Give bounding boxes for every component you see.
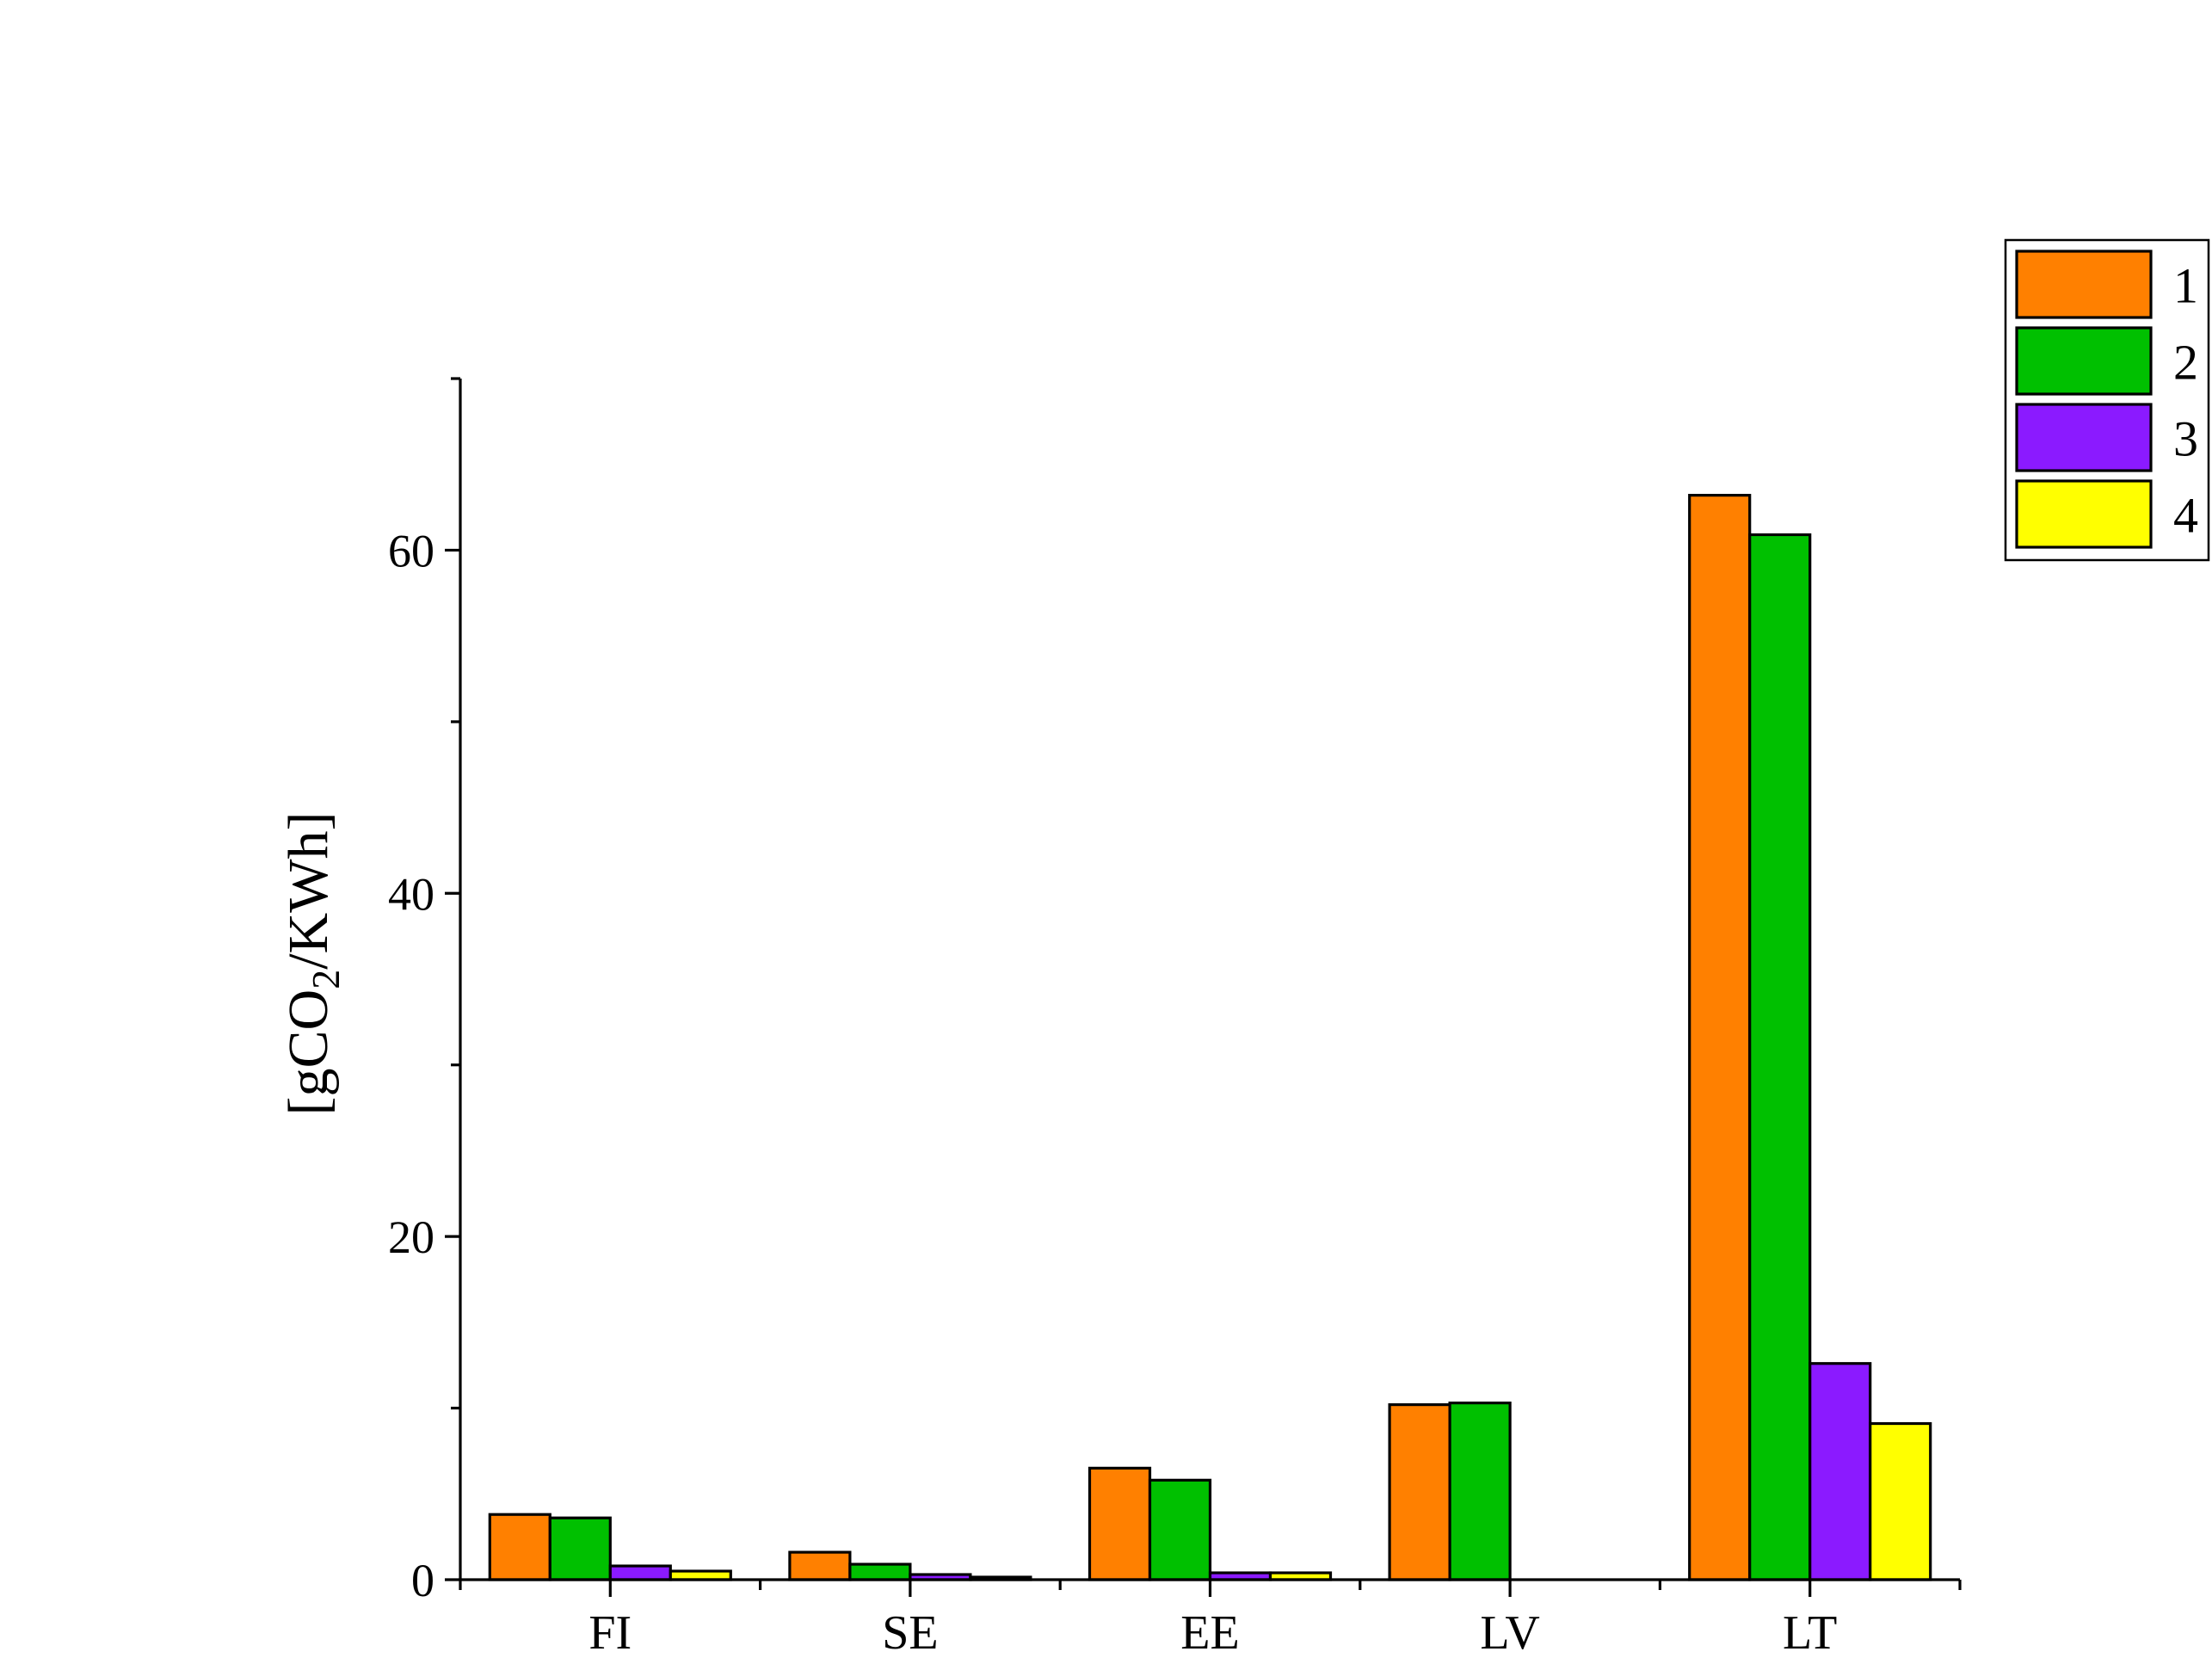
bar-lv-series-1 [1388, 1402, 1451, 1581]
bar-lt-series-1 [1688, 494, 1752, 1581]
y-tick-label: 20 [388, 1211, 434, 1263]
y-tick-label: 0 [411, 1555, 434, 1606]
bar-fi-series-1 [488, 1513, 551, 1581]
bar-lt-series-2 [1748, 533, 1812, 1581]
legend-label-3: 3 [2173, 411, 2198, 467]
legend-swatch-4 [2015, 479, 2153, 549]
legend-swatch-1 [2015, 250, 2153, 319]
bar-fi-series-2 [548, 1516, 612, 1581]
x-tick-label-fi: FI [588, 1606, 632, 1660]
bar-ee-series-2 [1148, 1478, 1212, 1581]
bar-lt-series-4 [1869, 1421, 1932, 1581]
x-tick-label-ee: EE [1180, 1606, 1239, 1660]
legend-label-1: 1 [2173, 258, 2198, 314]
y-tick-label: 40 [388, 868, 434, 920]
bars-layer [488, 494, 1932, 1581]
bar-se-series-2 [848, 1562, 912, 1581]
legend-label-2: 2 [2173, 335, 2198, 391]
x-tick-label-lv: LV [1480, 1606, 1540, 1660]
x-tick-label-se: SE [882, 1606, 938, 1660]
bar-fi-series-3 [608, 1564, 672, 1581]
y-axis-label-rest: /KWh] [277, 812, 340, 970]
bar-lv-series-2 [1448, 1401, 1512, 1581]
bar-ee-series-1 [1088, 1466, 1152, 1581]
legend-swatch-2 [2015, 326, 2153, 396]
legend-label-4: 4 [2173, 488, 2198, 544]
y-axis-label: [gCO2/KWh] [277, 812, 348, 1116]
legend: 1 2 3 4 [2004, 238, 2210, 562]
legend-swatch-3 [2015, 403, 2153, 472]
bar-se-series-1 [788, 1550, 852, 1581]
y-tick-label: 60 [388, 525, 434, 576]
axes-layer: 0 20 40 60 FI SE EE LV LT [388, 377, 1962, 1660]
y-axis-label-main: [gCO [277, 989, 340, 1116]
x-tick-label-lt: LT [1783, 1606, 1837, 1660]
y-axis-label-subscript: 2 [304, 970, 348, 989]
bar-lt-series-3 [1808, 1362, 1872, 1581]
